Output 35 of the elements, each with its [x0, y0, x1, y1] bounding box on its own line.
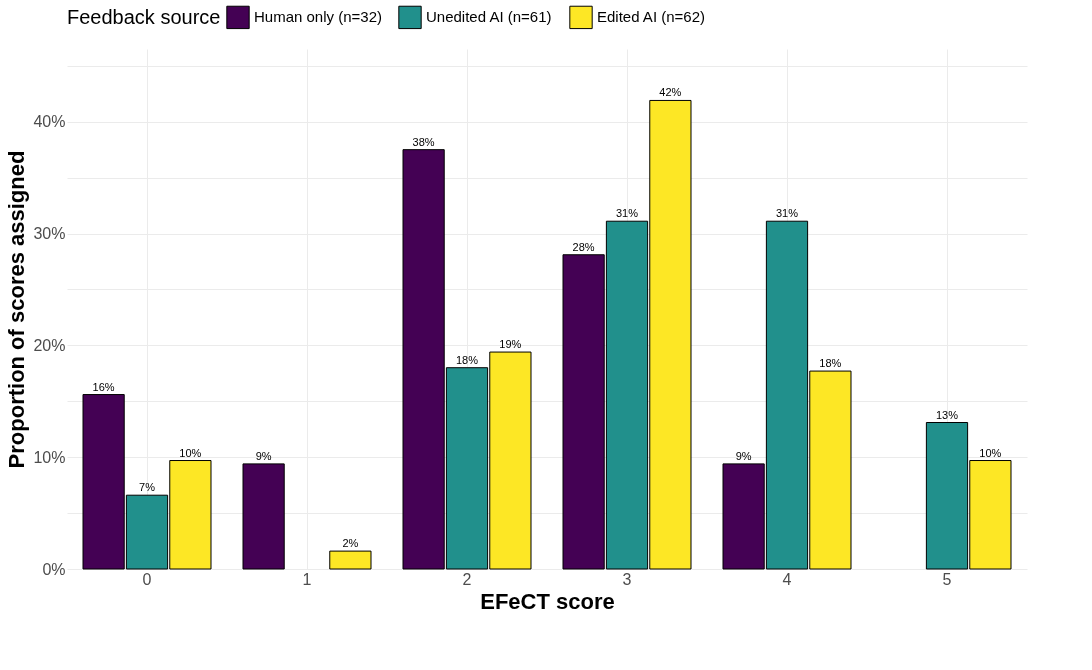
- bar: [242, 463, 285, 570]
- data-label: 42%: [659, 86, 682, 99]
- y-tick-label: 0%: [42, 560, 66, 578]
- bar: [329, 550, 372, 570]
- y-tick-label: 40%: [33, 113, 66, 131]
- legend-label: Unedited AI (n=61): [426, 8, 552, 26]
- data-label: 9%: [255, 449, 272, 462]
- data-label: 10%: [179, 446, 202, 459]
- y-tick-label: 10%: [33, 448, 66, 466]
- data-label: 19%: [499, 338, 522, 351]
- y-axis-title: Proportion of scores assigned: [4, 150, 30, 469]
- x-tick-label: 5: [942, 570, 952, 588]
- data-label: 18%: [455, 353, 479, 366]
- x-tick-label: 0: [142, 570, 152, 588]
- x-tick-label: 3: [622, 570, 632, 588]
- y-tick-label: 30%: [33, 225, 66, 243]
- data-label: 31%: [615, 207, 639, 220]
- data-label: 38%: [412, 135, 435, 148]
- x-tick-label: 2: [462, 570, 472, 588]
- legend-title: Feedback source: [67, 6, 221, 28]
- data-label: 13%: [935, 408, 959, 421]
- data-label: 28%: [572, 240, 595, 253]
- x-axis-title: EFeCT score: [480, 588, 615, 614]
- legend-label: Edited AI (n=62): [597, 8, 705, 26]
- legend-label: Human only (n=32): [254, 8, 382, 26]
- data-label: 10%: [979, 446, 1002, 459]
- data-label: 2%: [342, 537, 359, 550]
- x-tick-label: 1: [302, 570, 312, 588]
- data-label: 9%: [735, 449, 752, 462]
- data-label: 18%: [819, 357, 842, 370]
- data-label: 16%: [92, 380, 115, 393]
- data-label: 7%: [139, 481, 156, 494]
- y-tick-label: 20%: [33, 336, 66, 354]
- x-tick-label: 4: [782, 570, 792, 588]
- data-label: 31%: [775, 207, 799, 220]
